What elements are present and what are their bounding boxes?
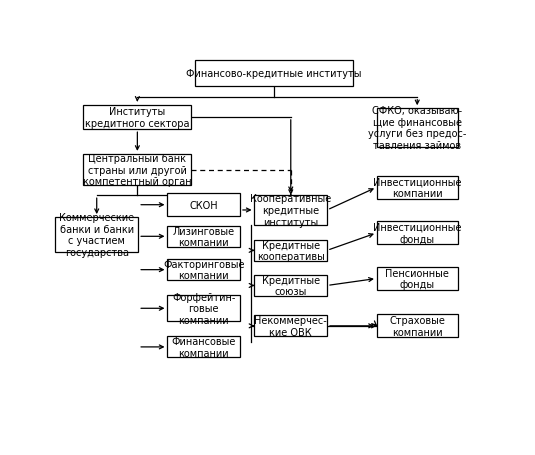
Text: Центральный банк
страны или другой
компетентный орган: Центральный банк страны или другой компе… <box>83 154 192 187</box>
FancyBboxPatch shape <box>377 177 457 199</box>
Text: Факторинговые
компании: Факторинговые компании <box>163 259 244 281</box>
Text: Финансовые
компании: Финансовые компании <box>172 336 236 358</box>
FancyBboxPatch shape <box>255 275 327 296</box>
FancyBboxPatch shape <box>377 315 457 338</box>
FancyBboxPatch shape <box>167 295 240 322</box>
FancyBboxPatch shape <box>167 259 240 281</box>
FancyBboxPatch shape <box>377 268 457 290</box>
Text: Коммерческие
банки и банки
с участием
государства: Коммерческие банки и банки с участием го… <box>59 212 134 258</box>
Text: Кредитные
кооперативы: Кредитные кооперативы <box>257 240 325 262</box>
Text: Финансово-кредитные институты: Финансово-кредитные институты <box>186 69 362 79</box>
Text: Пенсионные
фонды: Пенсионные фонды <box>385 268 449 289</box>
Text: Инвестиционные
фонды: Инвестиционные фонды <box>373 222 462 244</box>
FancyBboxPatch shape <box>255 316 327 337</box>
FancyBboxPatch shape <box>255 196 327 225</box>
Text: Кооперативные
кредитные
институты: Кооперативные кредитные институты <box>250 194 331 227</box>
FancyBboxPatch shape <box>255 240 327 261</box>
FancyBboxPatch shape <box>167 226 240 248</box>
Text: Форфейтин-
говые
компании: Форфейтин- говые компании <box>172 292 235 325</box>
FancyBboxPatch shape <box>83 154 192 186</box>
Text: Страховые
компании: Страховые компании <box>389 315 445 337</box>
Text: Лизинговые
компании: Лизинговые компании <box>173 226 235 248</box>
Text: Некоммерчес-
кие ОВК: Некоммерчес- кие ОВК <box>255 315 327 337</box>
Text: Институты
кредитного сектора: Институты кредитного сектора <box>85 107 189 128</box>
Text: СФКО, оказываю-
щие финансовые
услуги без предос-
тавления займов: СФКО, оказываю- щие финансовые услуги бе… <box>368 106 467 151</box>
Text: Кредитные
союзы: Кредитные союзы <box>262 275 320 297</box>
FancyBboxPatch shape <box>167 194 240 217</box>
FancyBboxPatch shape <box>83 106 192 130</box>
FancyBboxPatch shape <box>195 61 353 87</box>
Text: СКОН: СКОН <box>189 200 218 210</box>
FancyBboxPatch shape <box>377 222 457 245</box>
FancyBboxPatch shape <box>377 109 457 147</box>
FancyBboxPatch shape <box>55 217 138 253</box>
Text: Инвестиционные
компании: Инвестиционные компании <box>373 177 462 198</box>
FancyBboxPatch shape <box>167 337 240 358</box>
